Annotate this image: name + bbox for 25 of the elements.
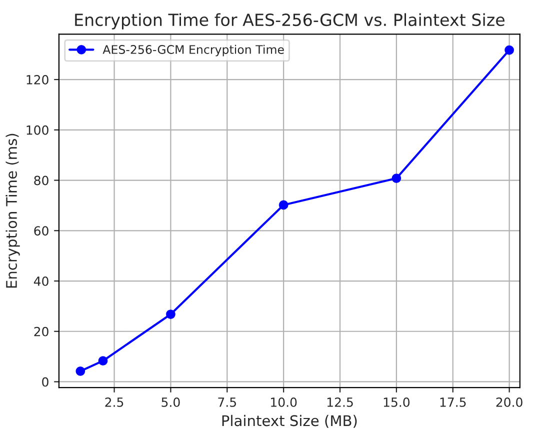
- legend-label: AES-256-GCM Encryption Time: [102, 44, 284, 56]
- y-tick-label: 80: [34, 176, 48, 186]
- y-axis-title: Encryption Time (ms): [6, 134, 20, 288]
- point: [278, 200, 288, 210]
- point: [392, 174, 402, 183]
- y-tick-label: 120: [26, 75, 48, 84]
- x-tick-label: 17.5: [440, 398, 466, 407]
- x-tick-label: 20.0: [496, 397, 522, 407]
- y-tick-label: 0: [42, 377, 48, 387]
- x-tick-label: 15.0: [384, 397, 410, 407]
- x-tick-label: 7.5: [218, 398, 236, 407]
- point: [166, 310, 176, 319]
- x-tick-label: 5.0: [162, 397, 180, 407]
- chart-title: Encryption Time for AES-256-GCM vs. Plaintext Size: [75, 13, 504, 30]
- x-tick-label: 12.5: [327, 397, 353, 407]
- point: [504, 45, 514, 55]
- y-tick-label: 20: [34, 326, 48, 336]
- y-tick-label: 100: [26, 125, 48, 135]
- y-tick-label: 60: [34, 226, 48, 236]
- point: [98, 356, 108, 366]
- x-tick-label: 10.0: [271, 397, 297, 407]
- x-tick-label: 2.5: [105, 397, 124, 407]
- y-tick-label: 40: [34, 276, 48, 286]
- point: [76, 366, 86, 376]
- x-axis-title: Plaintext Size (MB): [222, 414, 357, 428]
